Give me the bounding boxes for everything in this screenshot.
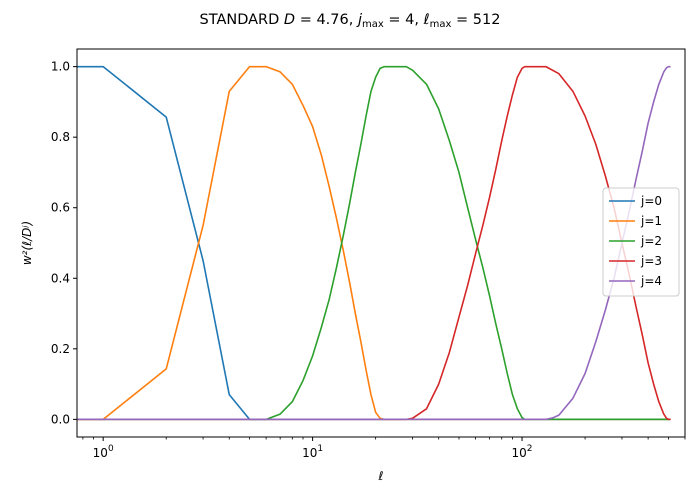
x-tick-label: 100 (93, 444, 114, 460)
y-axis-label: w²(ℓ/Dʲ) (20, 221, 34, 265)
chart-title: STANDARD D = 4.76, jmax = 4, ℓmax = 512 (200, 12, 501, 30)
y-tick-label: 0.8 (51, 130, 70, 144)
legend-label-j3: j=3 (640, 254, 662, 268)
x-axis-label: ℓ (378, 469, 384, 483)
y-axis-ticks: 0.0 0.2 0.4 0.6 0.8 1.0 (51, 60, 77, 426)
legend-box (602, 187, 680, 297)
title-l-subscript: max (430, 19, 452, 30)
series-line-j2 (77, 65, 671, 421)
legend-label-j0: j=0 (640, 194, 662, 208)
y-tick-label: 1.0 (51, 60, 70, 74)
title-prefix: STANDARD (200, 12, 284, 28)
title-j-symbol: j (356, 12, 363, 28)
x-tick-label: 101 (302, 444, 323, 460)
legend-label-j2: j=2 (640, 234, 662, 248)
x-tick-label: 102 (512, 444, 533, 460)
legend-label-j1: j=1 (640, 214, 662, 228)
plot-area (77, 65, 671, 421)
title-j-value: = 4, (384, 12, 424, 28)
series-line-j3 (77, 65, 671, 421)
legend: j=0 j=1 j=2 j=3 j=4 (602, 187, 680, 297)
title-l-value: = 512 (451, 12, 500, 28)
y-tick-label: 0.6 (51, 201, 70, 215)
y-tick-label: 0.2 (51, 342, 70, 356)
title-l-symbol: ℓ (423, 12, 430, 28)
title-d-value: = 4.76, (295, 12, 358, 28)
y-tick-label: 0.4 (51, 271, 70, 285)
y-tick-label: 0.0 (51, 412, 70, 426)
title-d-symbol: D (284, 12, 295, 28)
x-axis-ticks: 100 101 102 (82, 437, 686, 460)
title-j-subscript: max (362, 19, 384, 30)
series-line-j1 (77, 65, 671, 421)
legend-label-j4: j=4 (640, 274, 662, 288)
axes-frame (76, 48, 686, 438)
